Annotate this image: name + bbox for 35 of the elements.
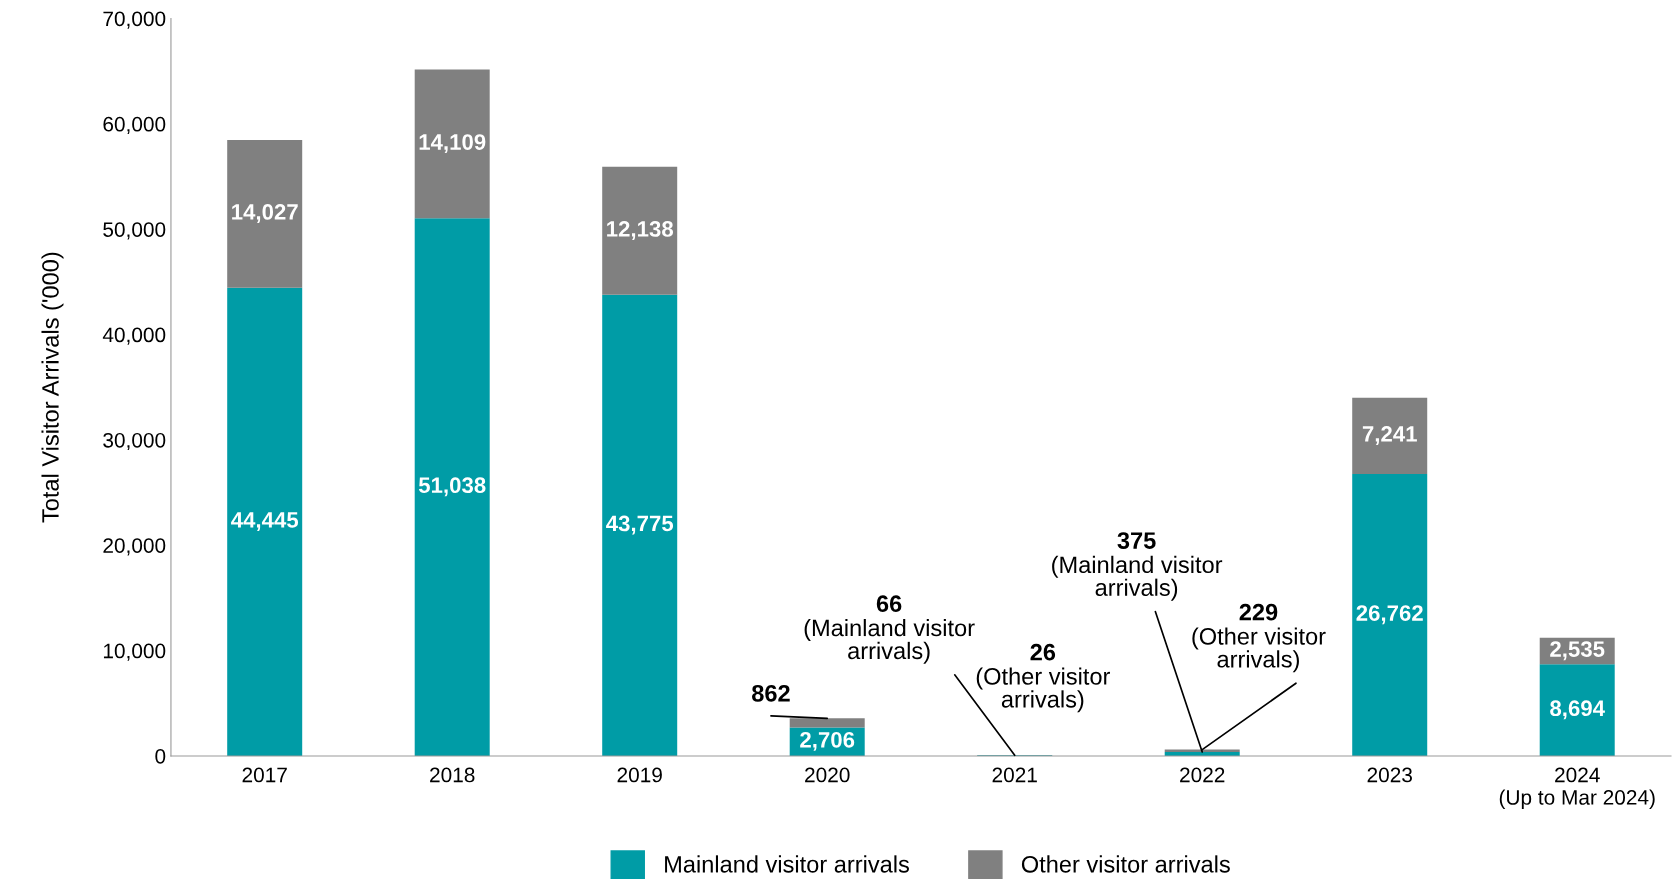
data-label: 44,445 [231,512,299,531]
data-label: 8,694 [1550,700,1605,720]
legend-label: Other visitor arrivals [1021,855,1230,873]
y-tick-label: 60,000 [103,116,166,135]
annotation: 26 (Other visitor arrivals) [976,643,1111,713]
data-label: 14,109 [419,134,486,154]
x-tick-label: 2020 [805,767,850,783]
y-tick-label: 30,000 [103,432,166,451]
y-tick-label: 40,000 [102,327,166,345]
x-tick-label: 2023 [1367,767,1412,783]
y-tick-label: 50,000 [103,222,166,240]
data-label: 51,038 [418,477,486,497]
data-label: 2,706 [800,731,855,751]
y-axis-title: Total Visitor Arrivals ('000) [41,252,64,523]
annotation: 375 (Mainland visitor arrivals) [1052,532,1223,601]
annotation: 229 (Other visitor arrivals) [1192,603,1326,673]
x-tick-label: 2019 [617,767,662,783]
x-tick-label: 2021 [992,767,1037,783]
data-label: 26,762 [1356,605,1423,625]
annotation: 66 (Mainland visitor arrivals) [804,595,975,664]
y-tick-label: 0 [155,748,166,764]
data-label: 2,535 [1550,641,1605,661]
x-tick-label: 2017 [242,767,287,783]
data-label: 43,775 [606,515,674,535]
y-tick-label: 20,000 [103,538,166,556]
annotation: 862 [752,684,790,702]
data-label: 14,027 [232,204,298,223]
x-tick-label: 2022 [1180,767,1225,783]
y-tick-label: 10,000 [103,643,166,661]
legend-label: Mainland visitor arrivals [665,855,909,873]
y-tick-label: 70,000 [103,11,166,29]
data-label: 12,138 [607,221,674,240]
data-label: 7,241 [1362,426,1417,446]
x-tick-label: 2024 (Up to Mar 2024) [1499,767,1655,809]
x-tick-label: 2018 [430,767,475,783]
